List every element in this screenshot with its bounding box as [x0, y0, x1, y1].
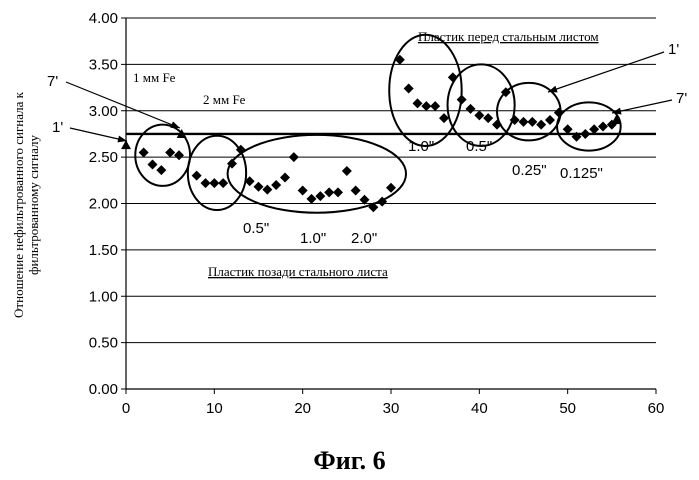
data-point	[527, 117, 537, 127]
data-point	[165, 147, 175, 157]
y-tick-label: 4.00	[89, 10, 118, 27]
x-tick-label: 0	[122, 400, 130, 417]
data-point	[148, 160, 158, 170]
data-point	[156, 165, 166, 175]
annotation-left-7: 7'	[47, 73, 58, 90]
size-label-upper-1.0: 1.0"	[408, 138, 434, 155]
annotation-plastic-behind: Пластик позади стального листа	[208, 264, 388, 279]
size-label-upper-0.25: 0.25"	[512, 162, 547, 179]
data-point	[536, 120, 546, 130]
data-point	[289, 152, 299, 162]
y-tick-label: 0.00	[89, 381, 118, 398]
data-point	[519, 117, 529, 127]
data-point	[457, 95, 467, 105]
size-label-lower-2.0: 2.0"	[351, 230, 377, 247]
y-tick-label: 3.50	[89, 56, 118, 73]
data-point	[201, 178, 211, 188]
data-point	[421, 101, 431, 111]
x-tick-label: 60	[648, 400, 665, 417]
data-point	[209, 178, 219, 188]
annotation-right-1: 1'	[668, 41, 679, 58]
y-tick-label: 1.50	[89, 242, 118, 259]
group-ellipses	[135, 35, 620, 213]
annotation-plastic-front: Пластик перед стальным листом	[418, 29, 599, 44]
annotation-2mm-fe: 2 мм Fe	[203, 92, 246, 107]
x-tick-label: 30	[383, 400, 400, 417]
data-point	[324, 187, 334, 197]
data-point	[430, 101, 440, 111]
x-tick-label: 50	[559, 400, 576, 417]
data-point	[554, 108, 564, 118]
y-tick-label: 0.50	[89, 335, 118, 352]
data-point	[262, 185, 272, 195]
data-point	[413, 98, 423, 108]
y-tick-label: 1.00	[89, 288, 118, 305]
data-point	[386, 183, 396, 193]
data-point	[280, 173, 290, 183]
data-point	[545, 115, 555, 125]
arrow-right-1	[548, 52, 664, 92]
annotation-left-1: 1'	[52, 119, 63, 136]
chart: 0.00 0.50 1.00 1.50 2.00 2.50 3.00 3.50 4.00 0 10 2…	[0, 0, 699, 440]
size-label-upper-0.125: 0.125"	[560, 165, 603, 182]
data-point	[218, 178, 228, 188]
data-point	[474, 110, 484, 120]
figure-caption: Фиг. 6	[0, 446, 699, 476]
data-point	[333, 187, 343, 197]
y-tick-label: 3.00	[89, 103, 118, 120]
data-point	[580, 129, 590, 139]
data-point	[271, 180, 281, 190]
arrow-left-7	[66, 82, 180, 128]
size-label-lower-0.5: 0.5"	[243, 220, 269, 237]
annotation-arrows	[66, 52, 672, 142]
x-tick-label: 40	[471, 400, 488, 417]
data-point	[315, 191, 325, 201]
data-point	[466, 104, 476, 114]
data-point	[351, 186, 361, 196]
data-point	[404, 83, 414, 93]
y-axis-label-line-1: Отношение нефильтрованного сигнала к	[11, 91, 26, 318]
data-point	[174, 150, 184, 160]
data-point	[254, 182, 264, 192]
y-tick-label: 2.00	[89, 196, 118, 213]
x-tick-label: 20	[294, 400, 311, 417]
annotation-right-7: 7'	[676, 90, 687, 107]
data-point	[483, 113, 493, 123]
y-tick-label: 2.50	[89, 149, 118, 166]
group-ellipse	[389, 35, 461, 146]
data-point	[342, 166, 352, 176]
size-label-lower-1.0: 1.0"	[300, 230, 326, 247]
x-tick-label: 10	[206, 400, 223, 417]
axes	[121, 18, 656, 394]
arrow-left-7-head	[170, 121, 180, 128]
data-point	[298, 186, 308, 196]
data-point	[307, 194, 317, 204]
data-point	[448, 72, 458, 82]
data-point	[139, 147, 149, 157]
data-point	[192, 171, 202, 181]
data-point	[492, 120, 502, 130]
y-axis-label-line-2: фильтрованному сигналу	[26, 135, 41, 275]
annotation-1mm-fe: 1 мм Fe	[133, 70, 176, 85]
size-label-upper-0.5: 0.5"	[466, 138, 492, 155]
data-point	[598, 122, 608, 132]
